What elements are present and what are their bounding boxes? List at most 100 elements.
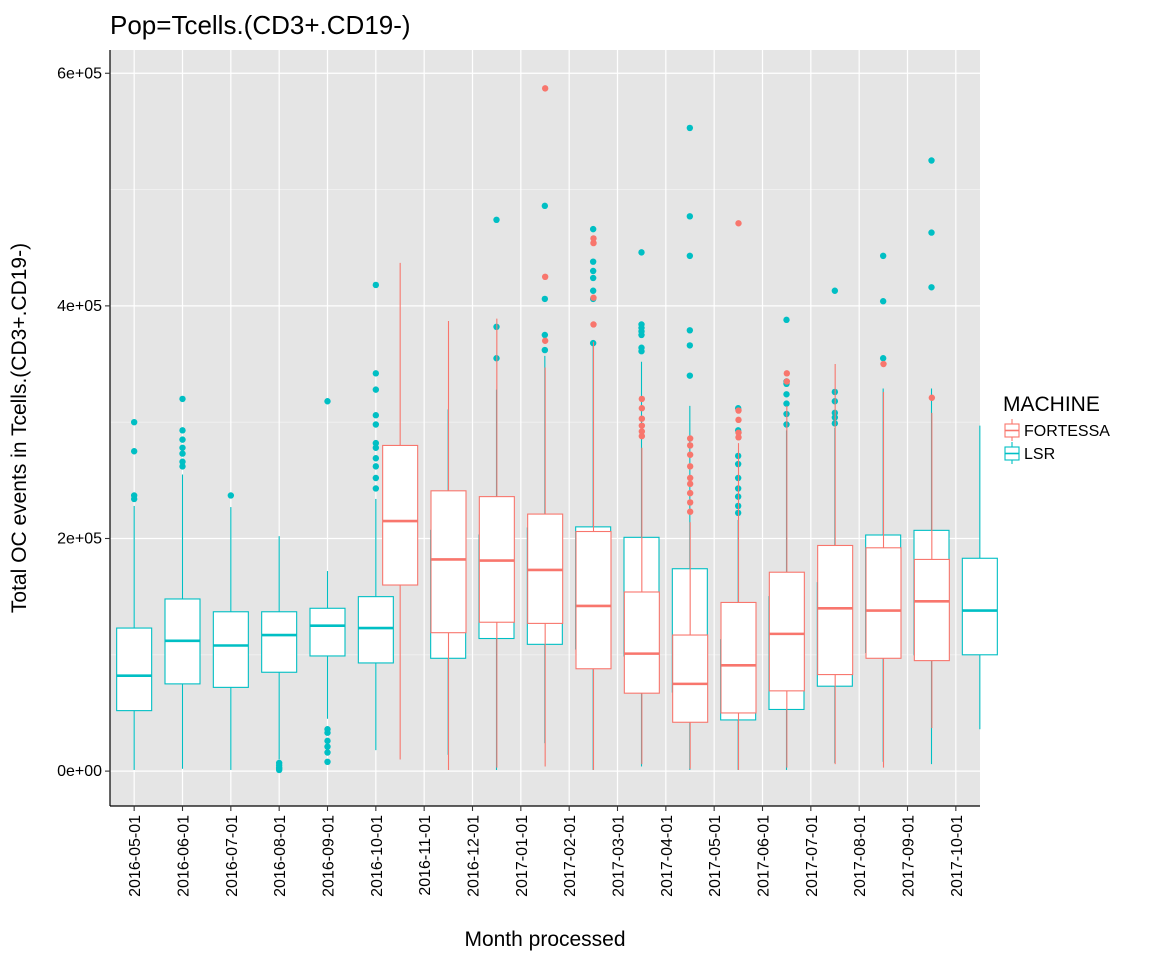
outlier-point bbox=[179, 450, 186, 457]
box-iqr bbox=[116, 627, 153, 712]
outlier-point bbox=[130, 448, 138, 455]
outlier-point bbox=[686, 124, 694, 132]
outlier-point bbox=[686, 499, 694, 506]
legend-title: MACHINE bbox=[1003, 393, 1100, 416]
box-2017-06-01-fortessa bbox=[720, 220, 757, 770]
x-tick-label: 2017-01-01 bbox=[514, 815, 531, 897]
box-iqr bbox=[817, 544, 854, 676]
x-tick-label: 2017-09-01 bbox=[901, 815, 918, 897]
outlier-point bbox=[372, 485, 380, 492]
outlier-point bbox=[541, 337, 549, 344]
outlier-point bbox=[783, 316, 790, 324]
outlier-point bbox=[372, 439, 380, 447]
outlier-point bbox=[783, 378, 791, 385]
outlier-point bbox=[735, 434, 742, 441]
outlier-point bbox=[589, 287, 597, 294]
outlier-point bbox=[686, 213, 694, 220]
outlier-point bbox=[686, 442, 694, 449]
legend: MACHINE FORTESSA LSR bbox=[1003, 393, 1110, 464]
legend-entry-fortessa: FORTESSA bbox=[1004, 419, 1110, 441]
x-tick-label: 2016-07-01 bbox=[224, 815, 241, 897]
outlier-point bbox=[735, 416, 742, 424]
outlier-point bbox=[783, 400, 790, 407]
box-iqr bbox=[913, 558, 950, 662]
box-iqr bbox=[261, 611, 298, 673]
x-tick-label: 2017-08-01 bbox=[852, 815, 869, 897]
x-tick-label: 2016-11-01 bbox=[417, 815, 434, 896]
box-iqr bbox=[212, 611, 249, 688]
box-2017-01-01-fortessa bbox=[478, 318, 515, 768]
box-iqr bbox=[865, 547, 902, 659]
x-tick-label: 2017-03-01 bbox=[611, 815, 628, 897]
axis-layer: 0e+00 2e+05 4e+05 6e+05 2016-05-01 2016-06-01… bbox=[57, 50, 980, 897]
x-tick-label: 2016-10-01 bbox=[369, 815, 386, 897]
outlier-point bbox=[686, 463, 694, 470]
box-iqr bbox=[357, 596, 394, 664]
outlier-point bbox=[541, 202, 549, 210]
outlier-point bbox=[686, 489, 694, 497]
outlier-point bbox=[179, 427, 186, 434]
outlier-point bbox=[179, 463, 186, 470]
outlier-point bbox=[686, 372, 694, 379]
x-tick-label: 2016-08-01 bbox=[272, 815, 289, 897]
box-iqr bbox=[672, 634, 709, 723]
box-2017-02-01-fortessa bbox=[527, 85, 564, 767]
box-2017-07-01-fortessa bbox=[768, 370, 805, 768]
outlier-point bbox=[589, 258, 597, 265]
x-tick-label: 2016-05-01 bbox=[127, 815, 144, 897]
box-2017-04-01-fortessa bbox=[623, 395, 660, 765]
box-layer bbox=[116, 85, 998, 774]
box-iqr bbox=[430, 490, 467, 634]
outlier-point bbox=[638, 415, 646, 422]
outlier-point bbox=[590, 239, 597, 247]
box-2017-08-01-fortessa bbox=[817, 364, 854, 765]
outlier-point bbox=[324, 726, 331, 733]
x-tick-label: 2017-05-01 bbox=[707, 815, 724, 897]
box-2016-06-01-lsr bbox=[164, 395, 201, 769]
outlier-point bbox=[638, 422, 646, 429]
outlier-point bbox=[589, 274, 597, 282]
outlier-point bbox=[179, 458, 186, 465]
outlier-point bbox=[130, 492, 138, 499]
legend-label: LSR bbox=[1024, 446, 1055, 463]
x-tick-label: 2017-02-01 bbox=[562, 815, 579, 897]
outlier-point bbox=[541, 331, 549, 339]
box-2016-12-01-fortessa bbox=[430, 320, 467, 770]
outlier-point bbox=[372, 281, 380, 289]
x-tick-label: 2017-06-01 bbox=[756, 815, 773, 897]
outlier-point bbox=[880, 360, 887, 368]
outlier-point bbox=[179, 436, 186, 443]
outlier-point bbox=[372, 370, 380, 377]
box-2017-03-01-fortessa bbox=[575, 235, 612, 770]
outlier-point bbox=[493, 216, 500, 224]
outlier-point bbox=[638, 249, 645, 256]
outlier-point bbox=[324, 737, 331, 745]
box-2016-11-01-fortessa bbox=[382, 262, 419, 760]
outlier-point bbox=[372, 421, 380, 428]
y-tick-label: 2e+05 bbox=[57, 530, 102, 547]
outlier-point bbox=[783, 370, 791, 377]
outlier-point bbox=[372, 463, 380, 470]
outlier-point bbox=[686, 252, 694, 260]
outlier-point bbox=[638, 321, 645, 328]
outlier-point bbox=[638, 432, 646, 440]
x-tick-label: 2017-07-01 bbox=[804, 815, 821, 897]
outlier-point bbox=[928, 284, 935, 291]
outlier-point bbox=[783, 391, 790, 398]
legend-entry-lsr: LSR bbox=[1004, 442, 1055, 464]
box-2017-10-01-lsr bbox=[961, 425, 998, 730]
outlier-point bbox=[541, 295, 549, 303]
outlier-point bbox=[638, 428, 646, 435]
outlier-point bbox=[638, 405, 646, 412]
outlier-point bbox=[928, 157, 935, 164]
box-iqr bbox=[309, 607, 346, 657]
outlier-point bbox=[686, 474, 694, 482]
y-axis-title: Total OC events in Tcells.(CD3+.CD19-) bbox=[8, 243, 31, 613]
outlier-point bbox=[372, 474, 380, 482]
outlier-point bbox=[686, 451, 694, 458]
box-iqr bbox=[720, 601, 757, 714]
x-tick-label: 2016-06-01 bbox=[176, 815, 193, 897]
outlier-point bbox=[324, 398, 331, 405]
